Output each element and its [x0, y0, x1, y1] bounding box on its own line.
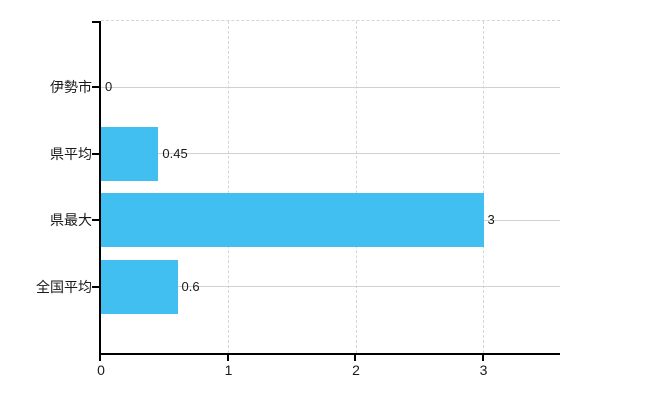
horizontal-gridline: [101, 286, 560, 288]
y-axis-tick: [92, 152, 99, 155]
x-tick-label: 0: [97, 362, 105, 378]
category-label: 県平均: [50, 145, 92, 162]
x-axis: [99, 353, 560, 355]
bar-value-label: 0.45: [162, 145, 188, 161]
y-axis: [99, 21, 101, 355]
bar-value-label: 0.6: [181, 278, 200, 294]
x-axis-tick: [481, 355, 484, 361]
x-tick-label: 1: [224, 362, 233, 378]
y-axis-tick: [92, 86, 99, 89]
category-label: 県最大: [50, 212, 92, 229]
bar: [101, 193, 484, 248]
x-tick-label: 2: [352, 362, 360, 378]
horizontal-gridline: [101, 86, 560, 88]
vertical-gridline: [355, 21, 357, 353]
bar-value-label: 0: [105, 79, 113, 95]
x-axis-tick: [99, 355, 101, 361]
plot-top-border: [101, 20, 560, 21]
y-axis-tick: [92, 285, 99, 288]
x-axis-tick: [354, 355, 356, 361]
bar: [101, 126, 159, 181]
category-label: 伊勢市: [50, 79, 92, 96]
x-axis-tick: [226, 355, 229, 361]
bar-value-label: 3: [487, 212, 495, 228]
horizontal-gridline: [101, 153, 560, 155]
y-axis-top-tick: [92, 21, 99, 23]
vertical-gridline: [483, 21, 484, 353]
bar: [101, 259, 178, 314]
x-tick-label: 3: [479, 362, 488, 378]
y-axis-tick: [92, 219, 99, 222]
category-label: 全国平均: [36, 278, 92, 295]
vertical-gridline: [228, 21, 229, 353]
